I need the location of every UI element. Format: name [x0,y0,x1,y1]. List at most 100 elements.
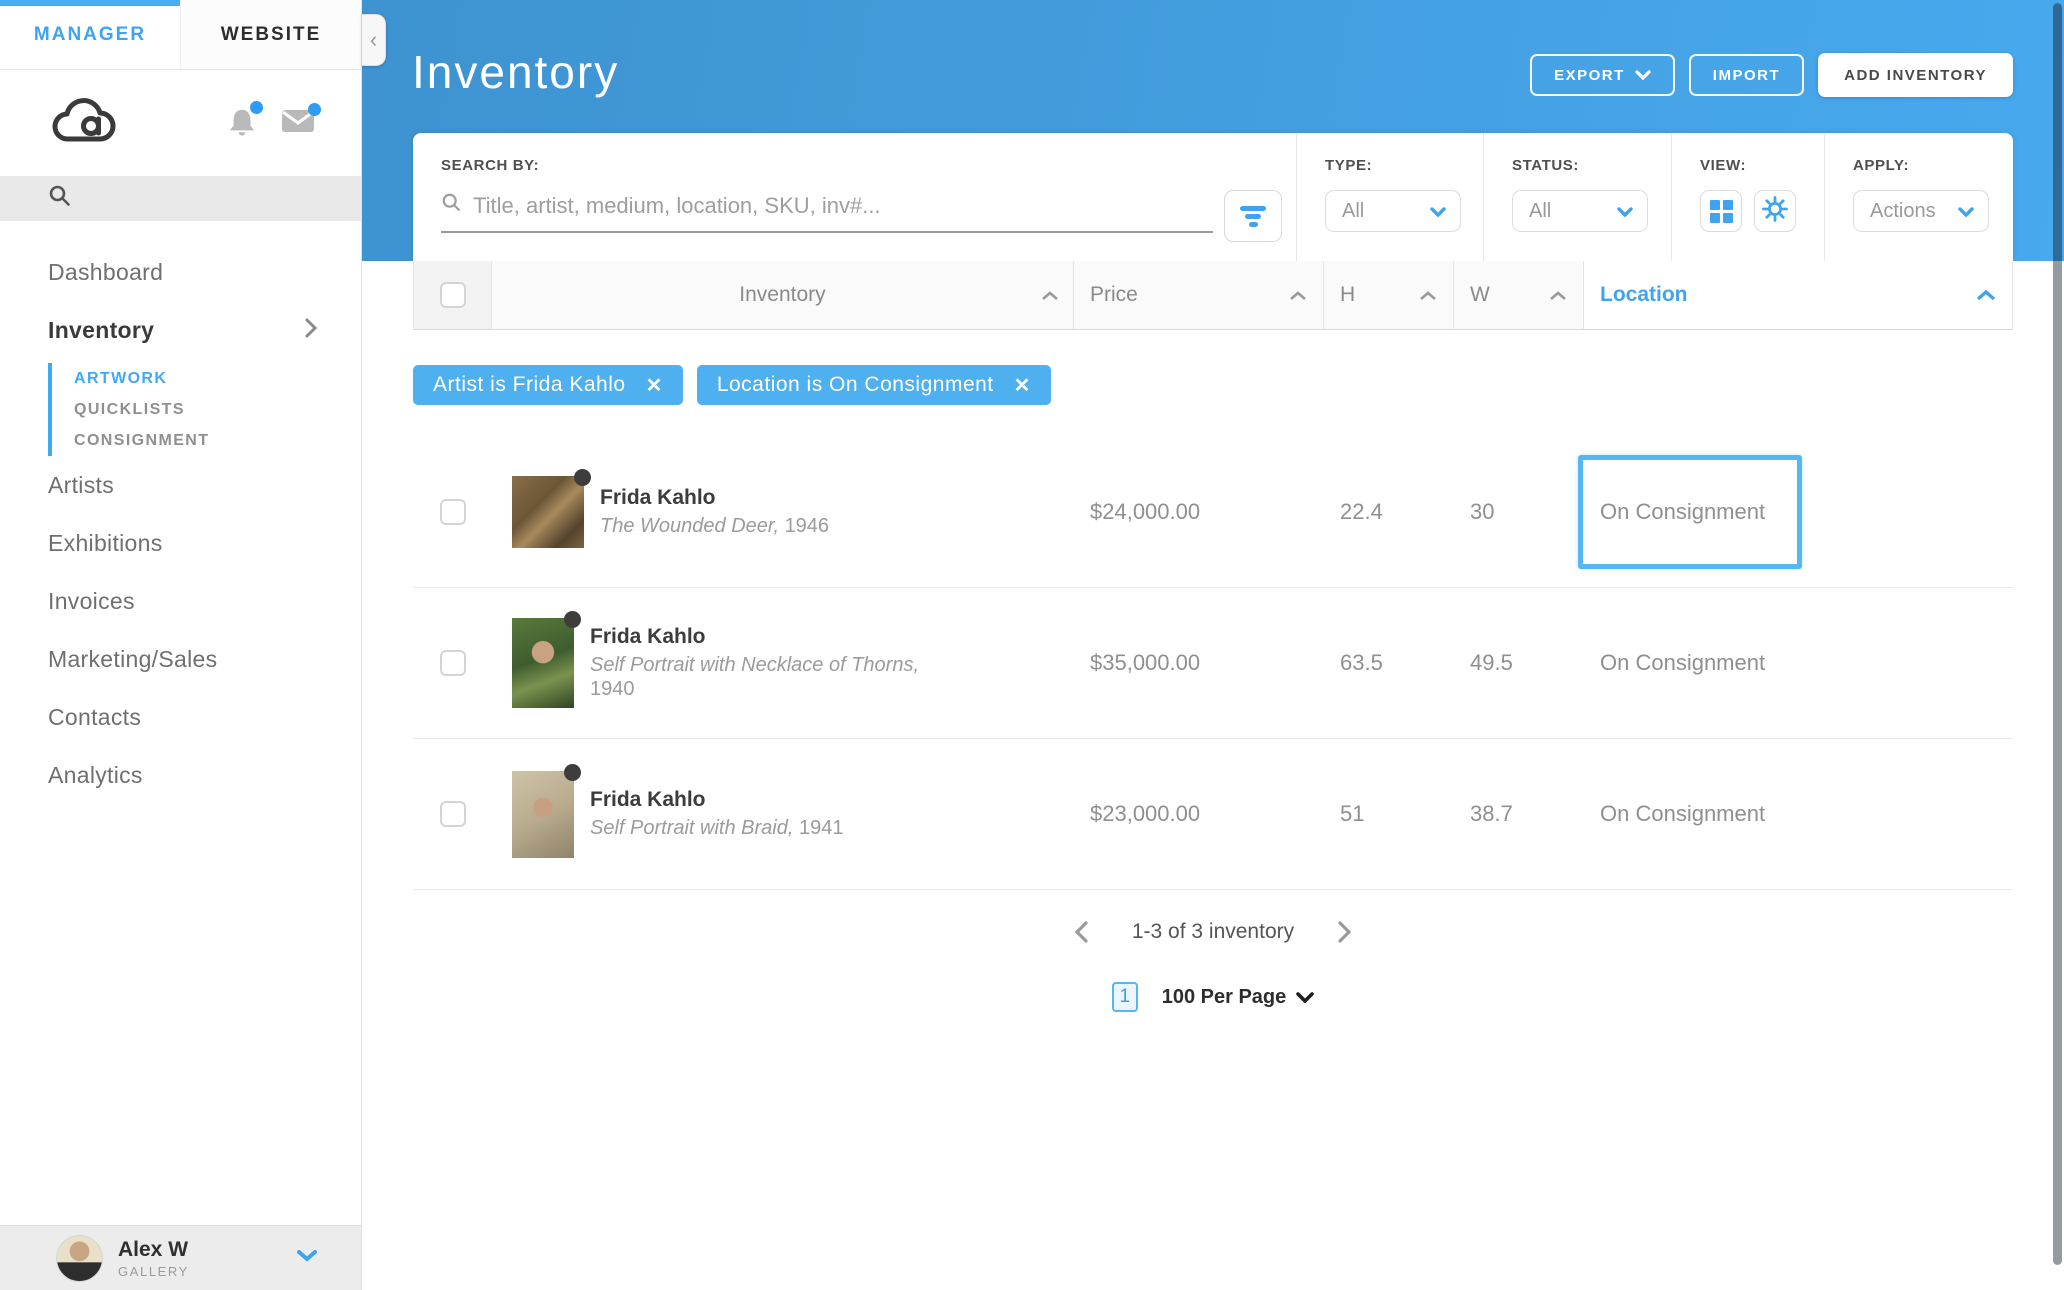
search-by-label: SEARCH BY: [441,157,540,174]
price-cell: $35,000.00 [1090,650,1201,675]
status-select[interactable]: All [1512,190,1648,232]
row-checkbox[interactable] [439,499,466,525]
advanced-filter-button[interactable] [1224,190,1282,242]
artwork-cell: Frida Kahlo Self Portrait with Necklace … [492,611,1074,708]
search-input[interactable] [473,192,1173,219]
search-section: SEARCH BY: [413,133,1296,261]
filter-funnel-icon [1240,205,1266,211]
export-button[interactable]: EXPORT [1530,54,1675,96]
table-row[interactable]: Frida Kahlo The Wounded Deer, 1946 $24,0… [413,437,2013,588]
status-dot-badge [564,763,581,781]
per-page-select[interactable]: 100 Per Page [1162,986,1315,1009]
column-w[interactable]: W [1454,261,1584,330]
table-row[interactable]: Frida Kahlo Self Portrait with Necklace … [413,588,2013,739]
subnav-consignment[interactable]: CONSIGNMENT [74,431,210,449]
close-icon[interactable]: ✕ [645,374,663,397]
artwork-title: The Wounded Deer, 1946 [600,515,830,537]
artcloud-logo [46,94,120,153]
type-section: TYPE: All [1296,133,1483,261]
sidebar-search[interactable] [0,176,361,221]
subnav-artwork[interactable]: ARTWORK [74,369,168,387]
inventory-list: Frida Kahlo The Wounded Deer, 1946 $24,0… [413,437,2013,890]
width-cell: 30 [1470,499,1495,524]
main-content: ‹ Inventory EXPORT IMPORT ADD INVENTORY … [362,0,2064,1290]
actions-select[interactable]: Actions [1853,190,1989,232]
subnav-quicklists[interactable]: QUICKLISTS [74,400,185,418]
nav-invoices[interactable]: Invoices [48,587,135,614]
column-location[interactable]: Location [1584,261,2013,330]
close-icon[interactable]: ✕ [1013,374,1031,397]
height-cell: 51 [1340,801,1365,826]
nav-marketing-sales[interactable]: Marketing/Sales [48,645,218,672]
view-label: VIEW: [1700,157,1747,174]
chip-location-filter[interactable]: Location is On Consignment ✕ [696,365,1051,405]
nav-artists[interactable]: Artists [48,471,114,498]
import-button[interactable]: IMPORT [1688,54,1805,96]
tab-manager[interactable]: MANAGER [0,0,180,69]
page-number-button[interactable]: 1 [1111,982,1138,1012]
alert-icons [227,100,321,141]
sort-caret-icon [1419,283,1437,307]
sort-caret-icon [1549,283,1567,307]
add-inventory-button[interactable]: ADD INVENTORY [1818,53,2013,97]
sort-caret-icon [1041,283,1059,307]
height-cell: 22.4 [1340,499,1383,524]
nav-analytics[interactable]: Analytics [48,761,143,788]
prev-page-icon[interactable] [1074,921,1088,943]
artist-name: Frida Kahlo [590,625,706,648]
price-cell: $24,000.00 [1090,499,1201,524]
next-page-icon[interactable] [1338,921,1352,943]
chevron-down-icon[interactable] [297,1249,317,1267]
bell-icon[interactable] [227,100,263,141]
filter-panel: SEARCH BY: TYPE: [413,133,2013,261]
apply-label: APPLY: [1853,157,1910,174]
import-label: IMPORT [1712,66,1781,84]
nav-dashboard[interactable]: Dashboard [48,258,164,285]
column-inventory[interactable]: Inventory [492,261,1074,330]
user-menu[interactable]: Alex W GALLERY [0,1225,361,1290]
pagination: 1-3 of 3 inventory [362,920,2064,944]
select-all-checkbox[interactable] [439,282,466,308]
column-h[interactable]: H [1324,261,1454,330]
actions-value: Actions [1870,199,1936,222]
row-checkbox[interactable] [439,650,466,676]
logo-row [0,70,361,176]
nav-inventory-label: Inventory [48,316,155,343]
nav-contacts[interactable]: Contacts [48,703,142,730]
artwork-thumbnail[interactable] [512,611,581,708]
status-label: STATUS: [1512,157,1579,174]
column-price-label: Price [1090,283,1138,306]
location-cell: On Consignment [1600,801,1766,826]
artist-name: Frida Kahlo [590,788,706,811]
tab-website[interactable]: WEBSITE [180,0,361,69]
artwork-info: Frida Kahlo Self Portrait with Necklace … [590,625,940,701]
notification-badge [250,100,263,114]
location-cell: On Consignment [1600,499,1766,524]
chip-label: Location is On Consignment [716,373,994,396]
sidebar-collapse-button[interactable]: ‹ [362,14,386,66]
artwork-title: Self Portrait with Necklace of Thorns, 1… [590,654,920,700]
column-w-label: W [1470,283,1490,306]
row-checkbox[interactable] [439,801,466,827]
location-cell: On Consignment [1600,650,1766,675]
column-price[interactable]: Price [1074,261,1324,330]
user-role: GALLERY [118,1263,189,1279]
nav-inventory[interactable]: Inventory [0,301,361,359]
sort-caret-icon [1976,283,1996,307]
artwork-thumbnail[interactable] [512,763,581,858]
artwork-thumbnail[interactable] [512,469,591,548]
nav-exhibitions[interactable]: Exhibitions [48,529,163,556]
column-settings-button[interactable] [1754,190,1796,232]
chevron-down-icon [1617,200,1633,223]
scrollbar[interactable] [2053,3,2062,1265]
table-row[interactable]: Frida Kahlo Self Portrait with Braid, 19… [413,739,2013,890]
chip-label: Artist is Frida Kahlo [433,373,626,396]
avatar [56,1234,103,1282]
envelope-icon[interactable] [281,102,321,139]
type-select[interactable]: All [1325,190,1461,232]
grid-view-button[interactable] [1700,190,1742,232]
chip-artist-filter[interactable]: Artist is Frida Kahlo ✕ [413,365,683,405]
chevron-down-icon [1958,200,1974,223]
active-filter-chips: Artist is Frida Kahlo ✕ Location is On C… [413,365,1051,405]
